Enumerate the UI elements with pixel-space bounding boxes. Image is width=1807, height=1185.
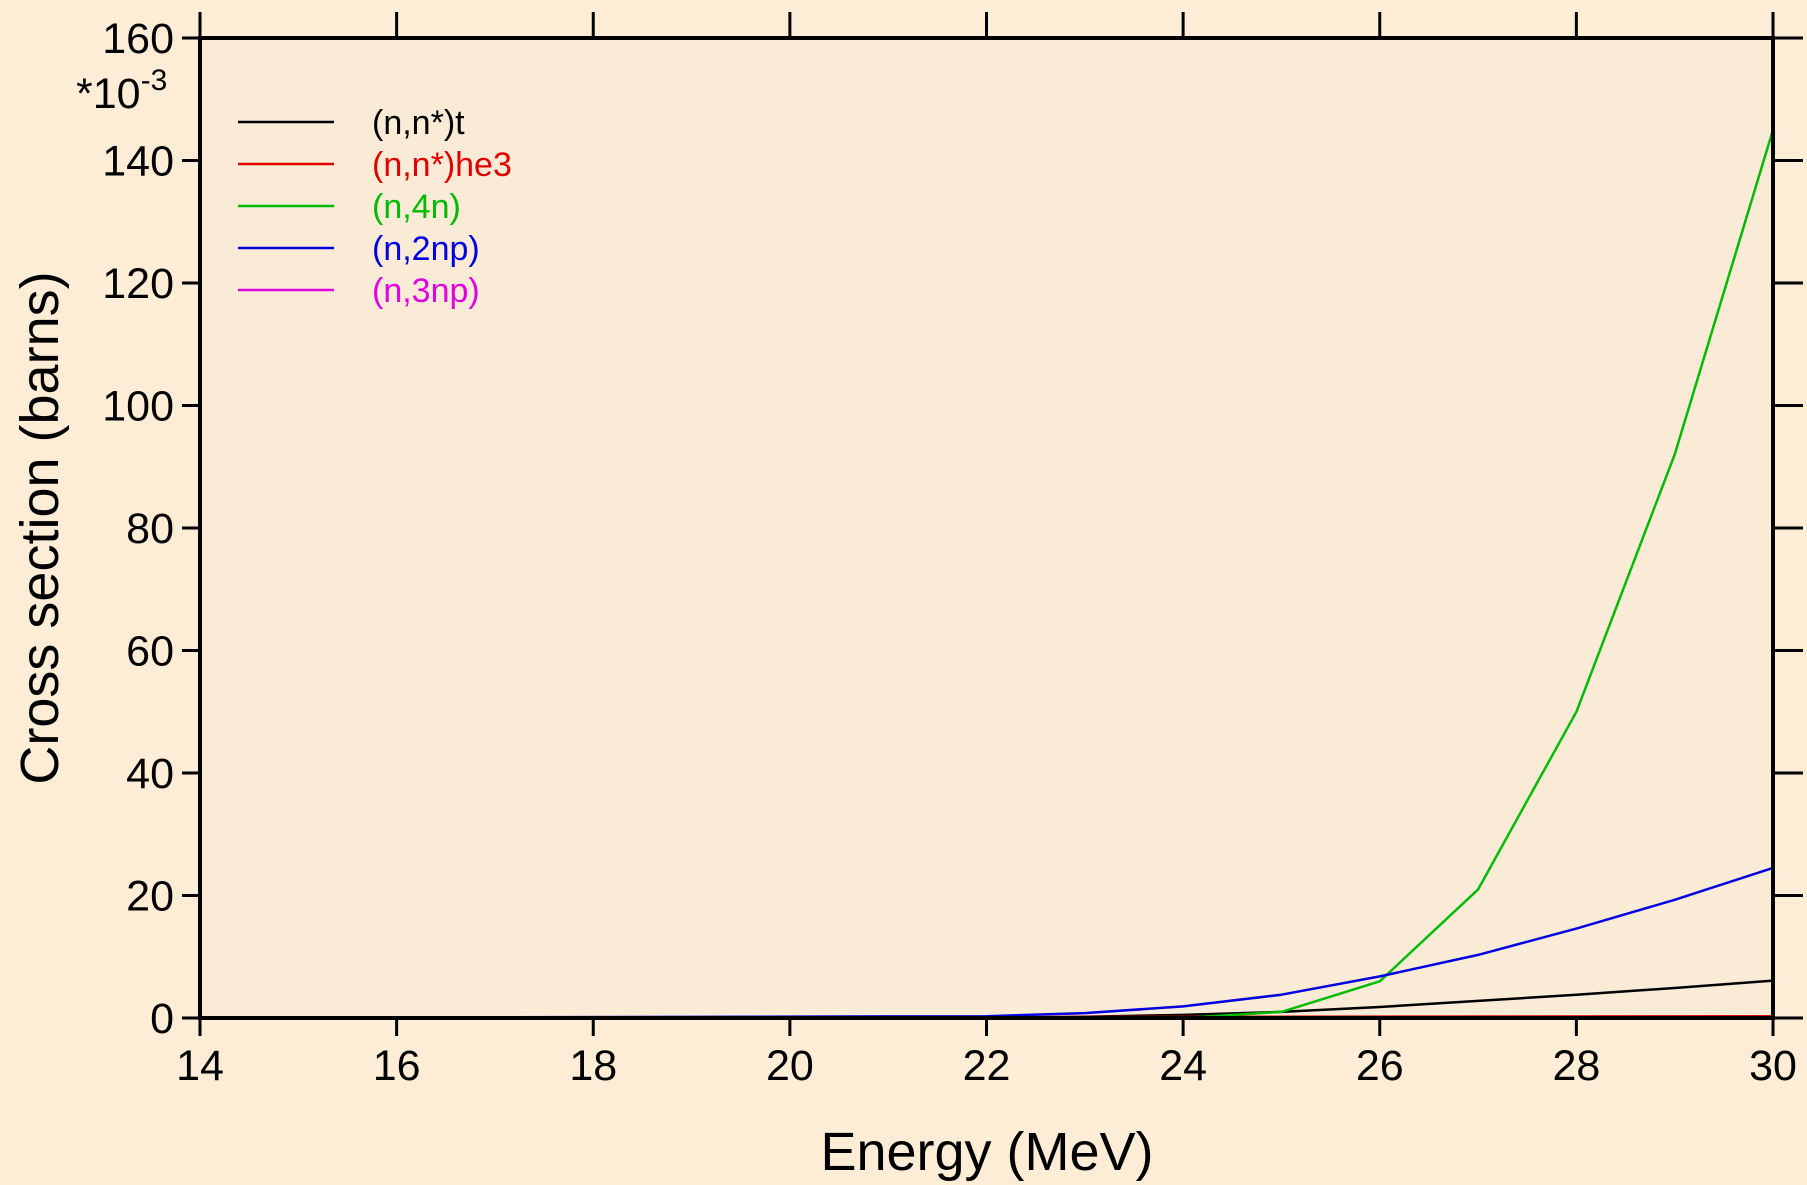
x-tick-label: 18: [569, 1042, 617, 1090]
x-tick-label: 14: [176, 1042, 224, 1090]
x-axis-title: Energy (MeV): [820, 1122, 1153, 1182]
series-line-4: [199, 866, 1775, 1020]
x-tick-label: 24: [1159, 1042, 1207, 1090]
y-axis-title: Cross section (barns): [10, 271, 70, 784]
legend: (n,n*)t (n,n*)he3 (n,4n) (n,2np) (n,3np): [238, 104, 512, 310]
ticks-layer: 14 16 18 20 22 24 26 28 30 0 20 40 60 80 100 120 140 160: [102, 12, 1803, 1090]
y-tick-label: 60: [126, 628, 174, 676]
y-multiplier-exponent: -3: [141, 64, 168, 97]
y-tick-label: 40: [126, 750, 174, 798]
y-multiplier-base: *10: [76, 70, 141, 118]
y-tick-label: 80: [126, 505, 174, 553]
y-tick-label: 0: [150, 995, 174, 1043]
legend-label: (n,n*)he3: [372, 146, 512, 184]
legend-label: (n,n*)t: [372, 104, 465, 142]
x-tick-label: 16: [373, 1042, 421, 1090]
y-tick-label: 160: [102, 15, 174, 63]
y-tick-label: 20: [126, 873, 174, 921]
series-line-3: [200, 128, 1775, 1020]
x-tick-label: 28: [1552, 1042, 1600, 1090]
plot-area: [200, 38, 1773, 1018]
legend-label: (n,2np): [372, 230, 480, 268]
y-tick-label: 120: [102, 260, 174, 308]
y-tick-label: 140: [102, 138, 174, 186]
x-tick-label: 26: [1356, 1042, 1404, 1090]
y-multiplier: *10-3: [76, 64, 167, 118]
x-tick-label: 30: [1749, 1042, 1797, 1090]
legend-label: (n,4n): [372, 188, 461, 226]
y-tick-label: 100: [102, 383, 174, 431]
legend-label: (n,3np): [372, 272, 480, 310]
x-tick-label: 22: [963, 1042, 1011, 1090]
x-tick-label: 20: [766, 1042, 814, 1090]
